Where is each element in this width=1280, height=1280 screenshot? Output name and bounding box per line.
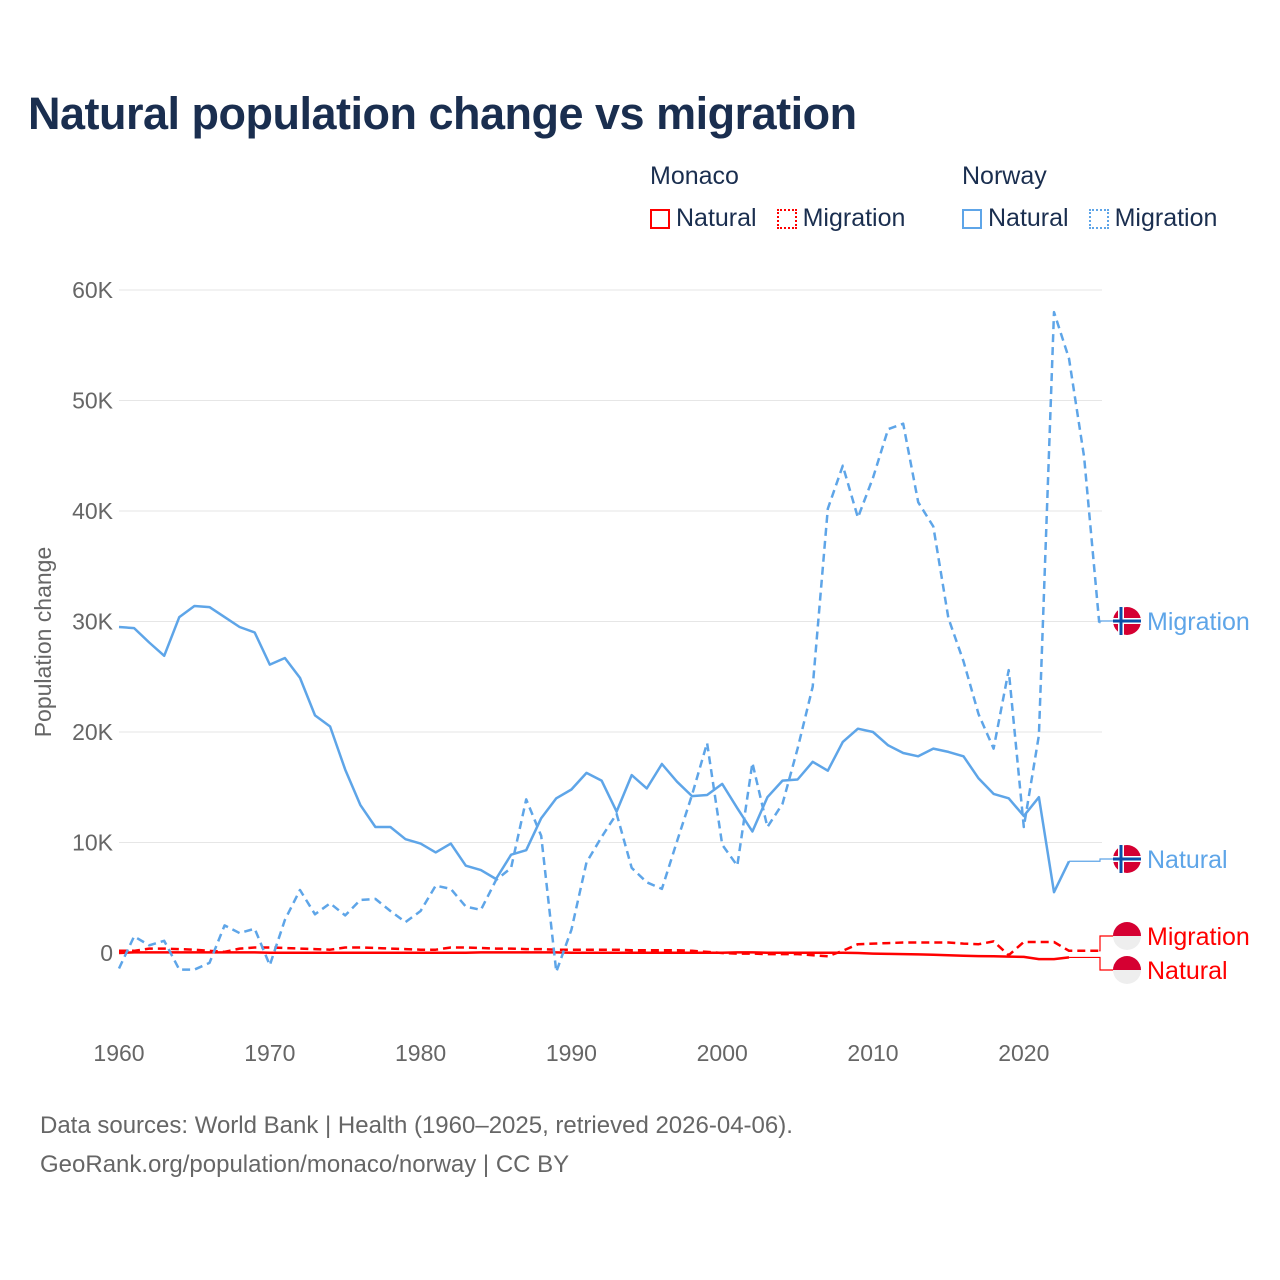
x-tick-label: 1970 [244,1040,295,1066]
chart-title: Natural population change vs migration [28,88,857,139]
data-source-note: Data sources: World Bank | Health (1960–… [40,1112,793,1139]
legend-swatch-dotted [1088,208,1109,229]
legend-group-norway: Norway Natural Migration [962,162,1237,233]
label-connector [1069,858,1114,862]
x-tick-label: 1960 [93,1040,144,1066]
y-tick-label: 50K [72,388,114,414]
y-tick-label: 30K [72,609,114,635]
y-tick-label: 20K [72,719,114,745]
legend-swatch-solid [962,208,982,229]
legend-group-name: Monaco [650,162,739,190]
x-tick-label: 1980 [395,1040,446,1066]
y-tick-label: 40K [72,498,114,524]
legend-swatch-solid [650,208,670,229]
series-end-label: Natural [1147,957,1228,985]
series-end-label: Migration [1147,923,1250,951]
flag-red-half [1113,922,1141,936]
legend-group-monaco: Monaco Natural Migration [650,162,925,233]
legend-label: Natural [988,204,1069,232]
series-line-monaco-natural [118,951,1070,961]
series-line-monaco-migration [119,940,1100,958]
x-tick-label: 2000 [697,1040,748,1066]
flag-cross [1113,619,1141,623]
legend-swatch-dotted [776,208,797,229]
legend-item-monaco-migration[interactable]: Migration [776,204,906,233]
label-connector [1069,956,1114,971]
legend-item-norway-natural[interactable]: Natural [962,204,1069,233]
x-tick-label: 2010 [847,1040,898,1066]
legend-label: Migration [1114,204,1218,232]
legend-label: Migration [802,204,906,232]
legend-item-norway-migration[interactable]: Migration [1088,204,1218,233]
legend-label: Natural [676,204,757,232]
flag-red-half [1113,956,1141,970]
series-end-label: Migration [1147,608,1250,636]
series-line-norway-migration [117,310,1101,974]
series-end-label: Natural [1147,846,1228,874]
legend-item-monaco-natural[interactable]: Natural [650,204,757,233]
legend-group-name: Norway [962,162,1047,190]
flag-cross [1113,857,1141,861]
y-tick-label: 60K [72,277,114,303]
y-tick-label: 10K [72,830,114,856]
x-tick-label: 2020 [998,1040,1049,1066]
label-connector [1099,935,1114,952]
footer: Data sources: World Bank | Health (1960–… [40,1106,793,1184]
label-connector [1099,620,1114,624]
attribution-link[interactable]: GeoRank.org/population/monaco/norway | C… [40,1151,570,1178]
x-tick-label: 1990 [546,1040,597,1066]
series-line-norway-natural [118,604,1071,894]
y-tick-label: 0 [100,940,113,966]
y-axis-label: Population change [30,547,56,738]
